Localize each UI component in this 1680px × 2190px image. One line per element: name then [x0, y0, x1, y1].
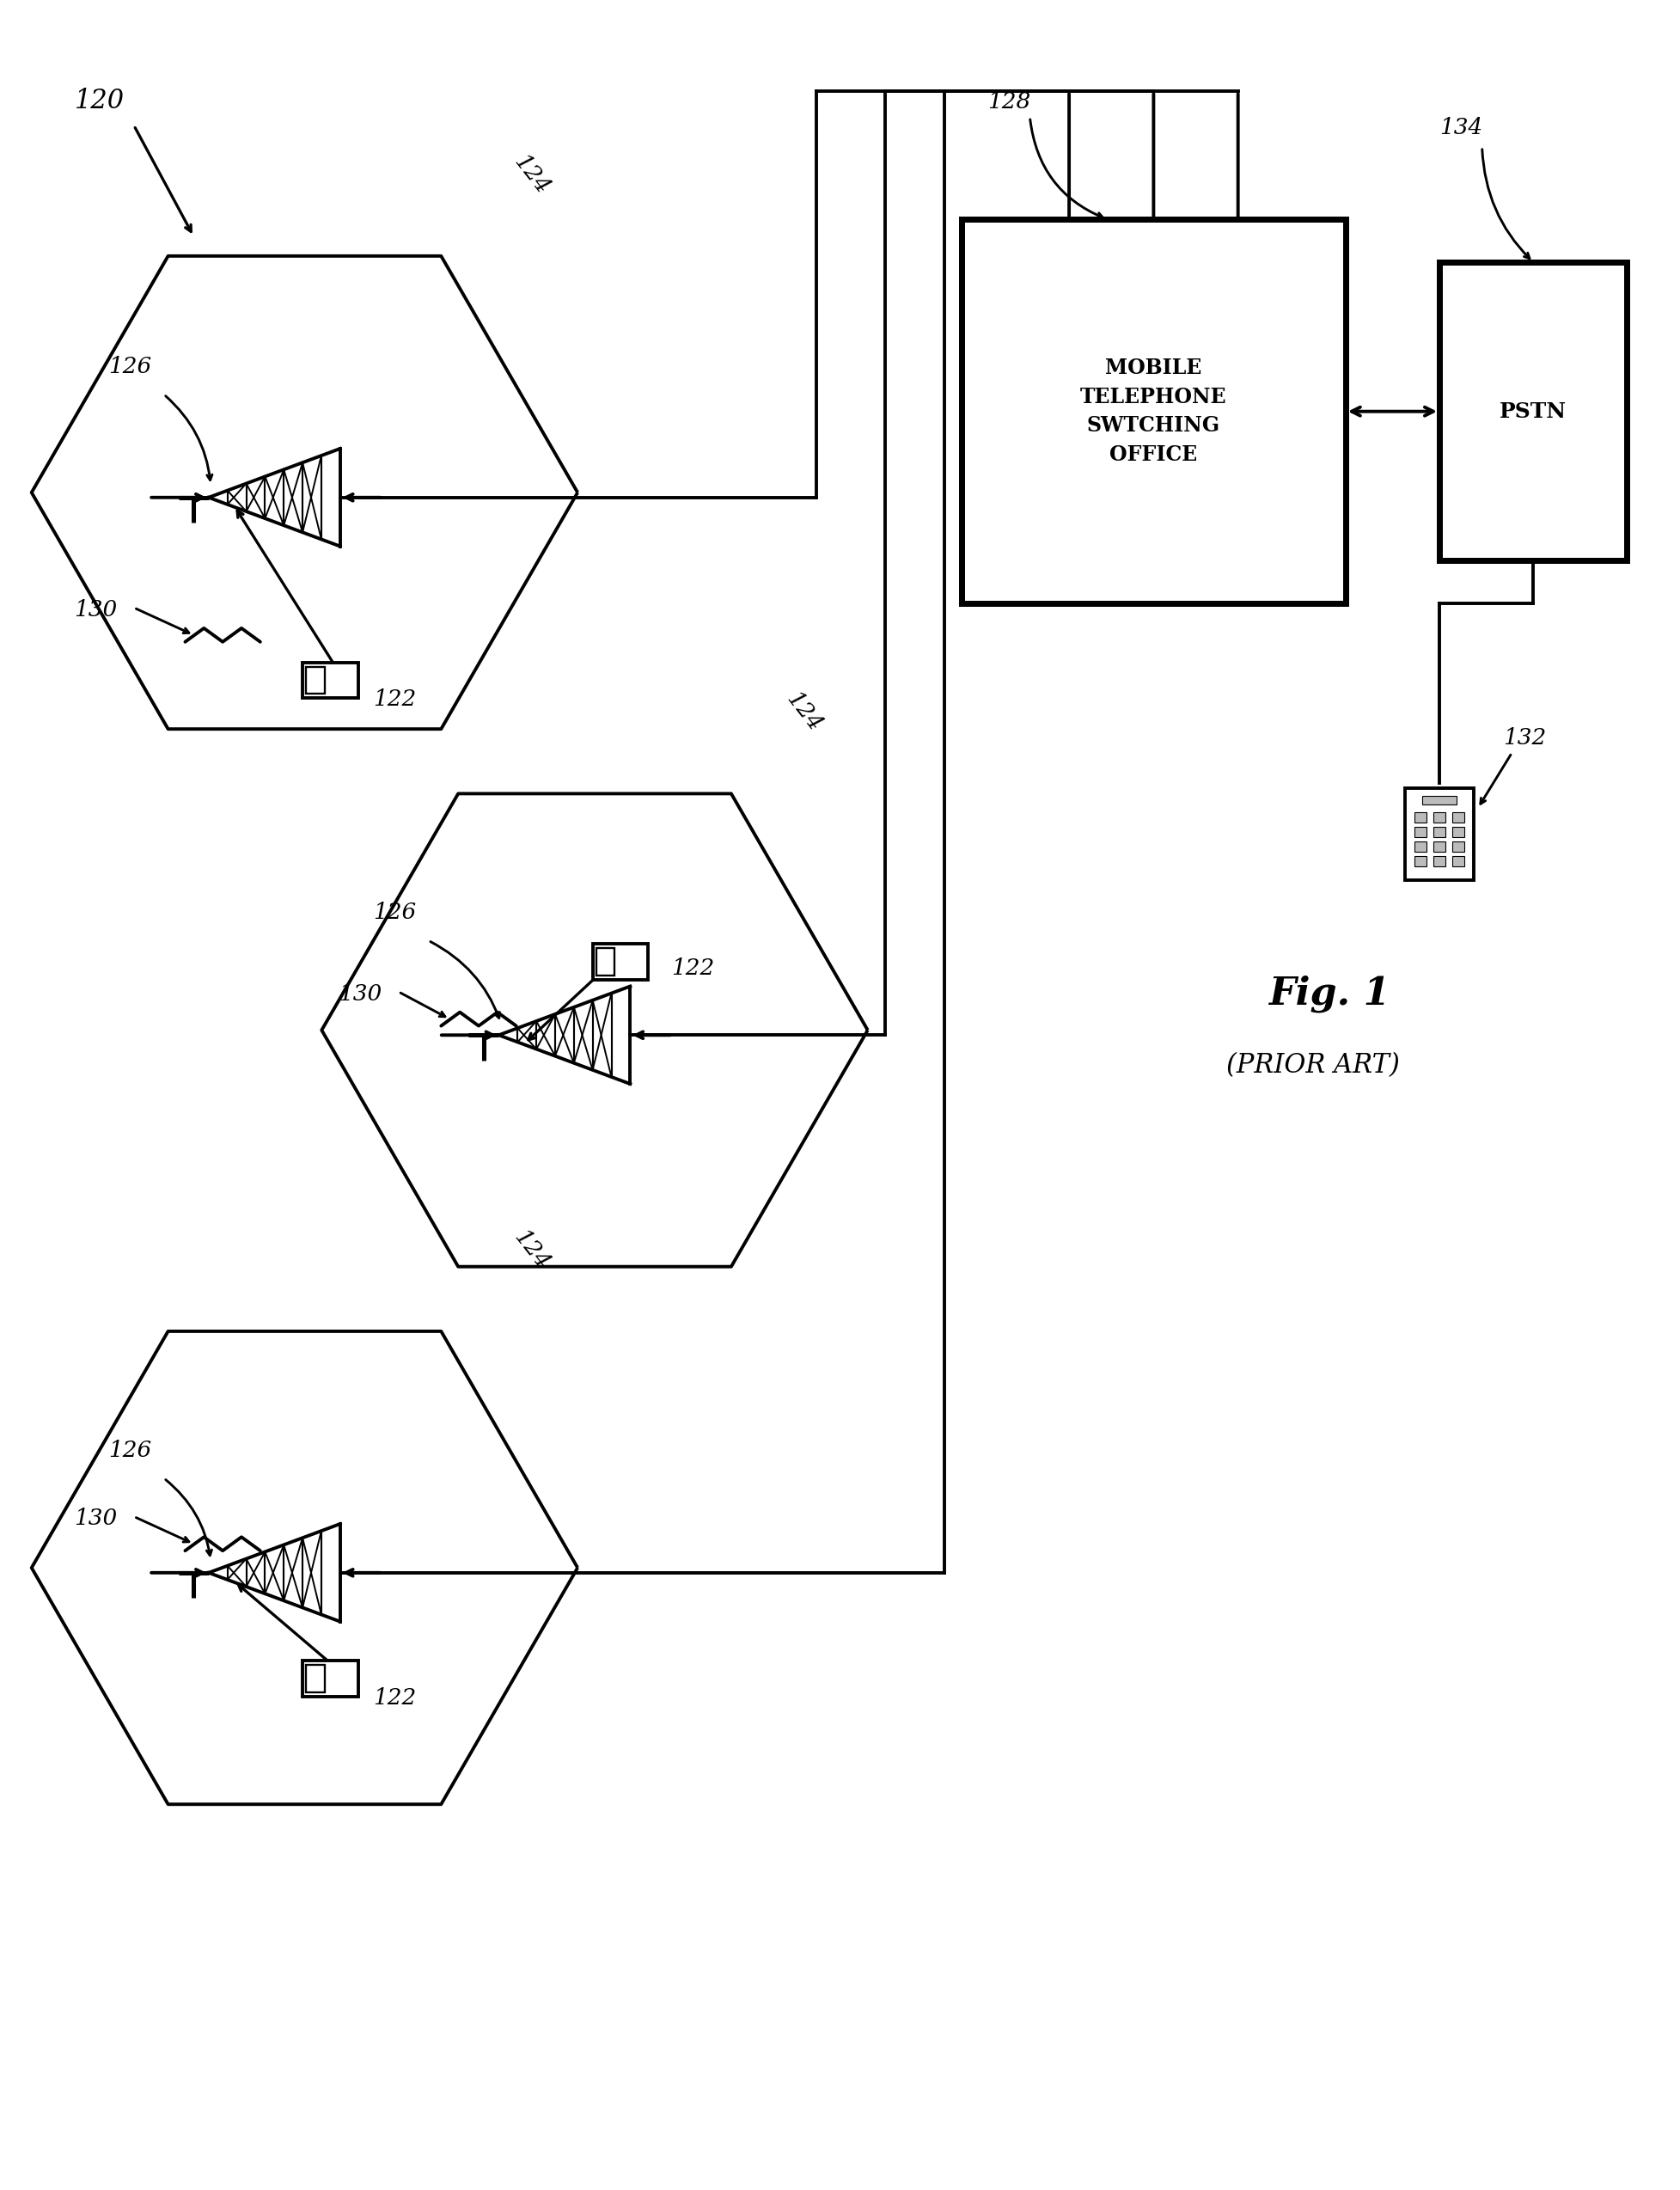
Bar	[593, 944, 648, 979]
Text: MOBILE
TELEPHONE
SWTCHING
OFFICE: MOBILE TELEPHONE SWTCHING OFFICE	[1080, 357, 1226, 464]
Text: 124: 124	[509, 1226, 553, 1272]
Bar	[1415, 828, 1426, 837]
Text: 134: 134	[1440, 116, 1482, 138]
Text: 126: 126	[108, 1439, 151, 1461]
Text: 120: 120	[74, 88, 124, 114]
Text: PSTN: PSTN	[1500, 401, 1567, 423]
Bar	[1421, 797, 1457, 804]
Text: 124: 124	[783, 688, 827, 736]
Text: 130: 130	[74, 600, 118, 620]
Text: 126: 126	[373, 902, 417, 924]
Bar	[306, 666, 324, 694]
Text: 132: 132	[1504, 727, 1547, 749]
Bar	[1452, 828, 1463, 837]
Bar	[1415, 856, 1426, 867]
Bar	[1433, 856, 1445, 867]
Text: (PRIOR ART): (PRIOR ART)	[1226, 1051, 1399, 1080]
Bar	[1440, 263, 1628, 561]
Bar	[302, 1660, 358, 1697]
Bar	[1433, 812, 1445, 821]
Text: 126: 126	[108, 355, 151, 377]
Bar	[1452, 812, 1463, 821]
Bar	[1452, 841, 1463, 852]
Bar	[961, 219, 1346, 604]
Text: 128: 128	[988, 92, 1030, 112]
Bar	[596, 948, 615, 975]
Text: 122: 122	[373, 1686, 417, 1708]
Text: 130: 130	[339, 983, 381, 1005]
Text: 130: 130	[74, 1509, 118, 1529]
Text: Fig. 1: Fig. 1	[1268, 975, 1391, 1012]
Bar	[302, 661, 358, 699]
Bar	[1404, 788, 1473, 880]
Text: 122: 122	[672, 957, 714, 979]
Text: 124: 124	[509, 151, 553, 197]
Bar	[1452, 856, 1463, 867]
Bar	[1433, 841, 1445, 852]
Text: 122: 122	[373, 688, 417, 710]
Bar	[1433, 828, 1445, 837]
Bar	[306, 1664, 324, 1693]
Bar	[1415, 812, 1426, 821]
Bar	[1415, 841, 1426, 852]
